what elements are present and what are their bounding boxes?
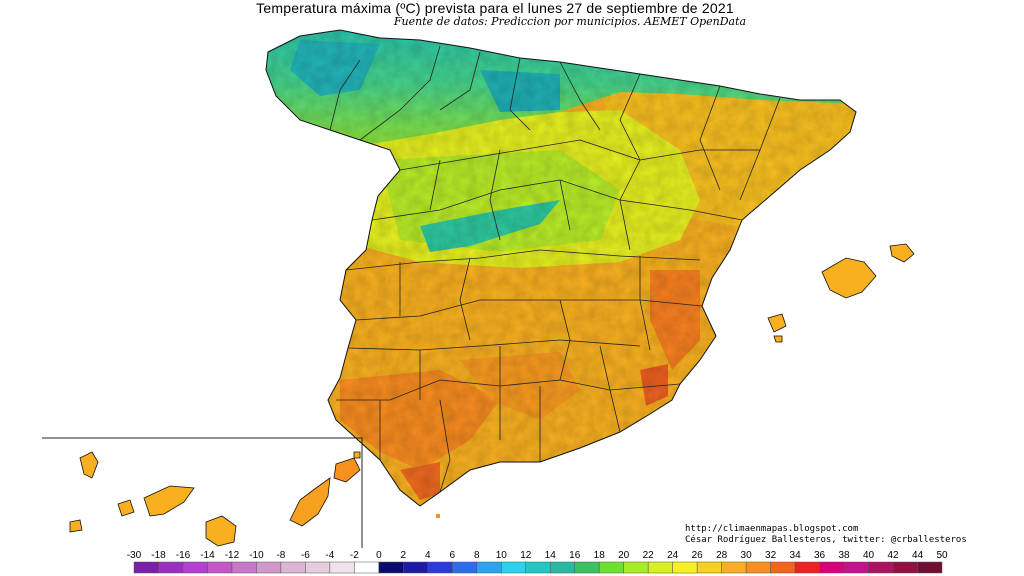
legend-swatch: [647, 561, 673, 574]
legend-label: 26: [692, 550, 704, 561]
legend-swatch: [672, 561, 698, 574]
legend-label: -8: [276, 550, 285, 561]
legend-swatch: [868, 561, 894, 574]
legend-label: 44: [912, 550, 924, 561]
legend-label: -14: [200, 550, 215, 561]
legend-label: 30: [741, 550, 753, 561]
legend-label: 50: [936, 550, 948, 561]
legend-swatch: [427, 561, 453, 574]
legend-swatch: [305, 561, 331, 574]
legend-label: 16: [569, 550, 581, 561]
legend-swatch: [329, 561, 355, 574]
legend-label: 4: [425, 550, 431, 561]
credit-url: http://climaenmapas.blogspot.com: [685, 524, 859, 534]
legend-swatch: [378, 561, 404, 574]
legend-label: -18: [151, 550, 166, 561]
legend-label: 38: [838, 550, 850, 561]
legend-swatch: [574, 561, 600, 574]
map-subtitle: Fuente de datos: Prediccion por municipi…: [393, 15, 747, 28]
legend-label: 40: [863, 550, 875, 561]
legend-label: -16: [176, 550, 191, 561]
legend-label: 22: [643, 550, 655, 561]
legend-label: 32: [765, 550, 777, 561]
legend-label: 8: [474, 550, 480, 561]
legend-swatch: [525, 561, 551, 574]
canarias-inset-frame: [42, 437, 363, 548]
legend-swatch: [476, 561, 502, 574]
legend-label: 36: [814, 550, 826, 561]
legend-swatch: [598, 561, 624, 574]
legend-label: 20: [618, 550, 630, 561]
legend-label: -2: [350, 550, 359, 561]
legend-label: 0: [376, 550, 382, 561]
legend-swatch: [403, 561, 429, 574]
legend-label: 14: [545, 550, 557, 561]
legend-swatch: [256, 561, 282, 574]
legend-swatch: [696, 561, 722, 574]
balearic-islands: [767, 243, 915, 343]
legend-label: -4: [325, 550, 334, 561]
legend-swatch: [549, 561, 575, 574]
legend-swatch: [280, 561, 306, 574]
legend-swatch: [231, 561, 257, 574]
legend-label: 12: [520, 550, 532, 561]
legend-label: 2: [401, 550, 407, 561]
legend-label: 42: [887, 550, 899, 561]
legend-label: 6: [450, 550, 456, 561]
coastline: [265, 29, 857, 507]
legend-swatch: [819, 561, 845, 574]
legend-label: -12: [225, 550, 240, 561]
legend-label: -6: [301, 550, 310, 561]
map-title: Temperatura máxima (ºC) prevista para el…: [256, 0, 734, 16]
legend-swatch: [794, 561, 820, 574]
canary-islands: [69, 451, 361, 547]
legend-swatch: [182, 561, 208, 574]
ceuta: [436, 514, 440, 518]
legend-label: -30: [127, 550, 142, 561]
credit-author: César Rodríguez Ballesteros, twitter: @c…: [685, 535, 967, 545]
legend-swatch: [354, 561, 380, 574]
legend-label: 10: [496, 550, 508, 561]
province-borders: [329, 45, 781, 493]
legend-swatch: [623, 561, 649, 574]
legend-swatch: [501, 561, 527, 574]
legend-label: 24: [667, 550, 679, 561]
legend-label: 34: [790, 550, 802, 561]
legend-swatch: [133, 561, 159, 574]
legend-swatch: [158, 561, 184, 574]
legend-swatch: [892, 561, 918, 574]
legend-label: -10: [249, 550, 264, 561]
legend-swatch: [917, 561, 943, 574]
legend-swatch: [452, 561, 478, 574]
legend-swatch: [745, 561, 771, 574]
legend-label: 18: [594, 550, 606, 561]
legend-swatch: [207, 561, 233, 574]
legend-swatch: [843, 561, 869, 574]
legend-swatch: [721, 561, 747, 574]
legend-label: 28: [716, 550, 728, 561]
legend-swatch: [770, 561, 796, 574]
